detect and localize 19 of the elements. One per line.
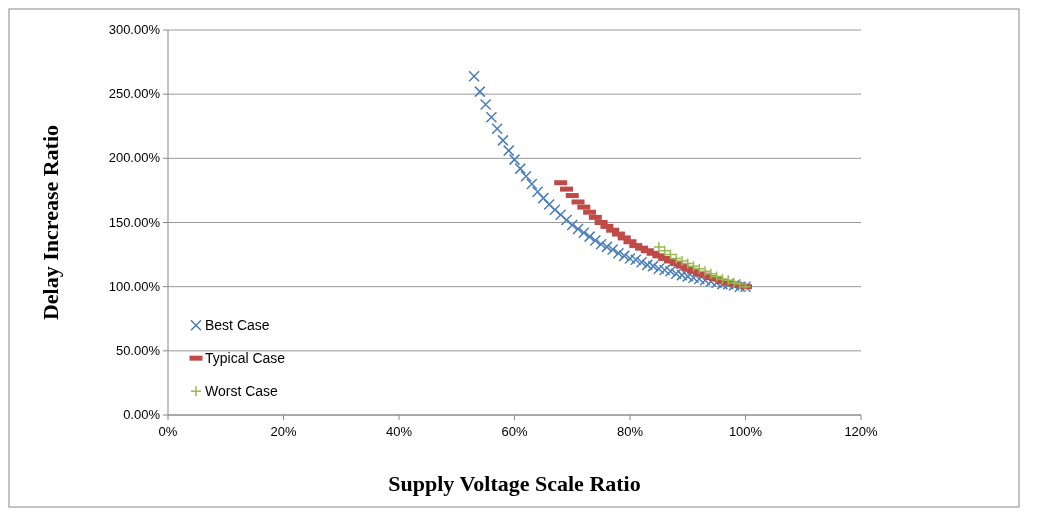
y-tick-label: 50.00% bbox=[115, 342, 161, 358]
y-tick-label: 150.00% bbox=[108, 214, 161, 230]
x-tick-label: 120% bbox=[844, 424, 879, 439]
x-tick-label: 80% bbox=[616, 424, 644, 439]
legend-label: Best Case bbox=[205, 317, 270, 334]
y-tick-label: 0.00% bbox=[123, 407, 161, 422]
x-tick-label: 100% bbox=[728, 424, 763, 439]
y-tick-label: 300.00% bbox=[108, 22, 161, 37]
x-tick-label: 60% bbox=[501, 424, 528, 439]
y-tick-label: 250.00% bbox=[108, 86, 161, 102]
y-tick-label: 200.00% bbox=[108, 150, 161, 166]
y-axis-title: Delay Increase Ratio bbox=[38, 124, 63, 321]
y-tick-label: 100.00% bbox=[108, 278, 161, 294]
x-tick-label: 40% bbox=[385, 424, 413, 439]
x-tick-label: 20% bbox=[270, 424, 297, 439]
legend-label: Worst Case bbox=[205, 383, 279, 400]
legend-label: Typical Case bbox=[205, 350, 286, 367]
x-axis-title: Supply Voltage Scale Ratio bbox=[388, 471, 641, 496]
x-tick-label: 0% bbox=[158, 424, 178, 439]
